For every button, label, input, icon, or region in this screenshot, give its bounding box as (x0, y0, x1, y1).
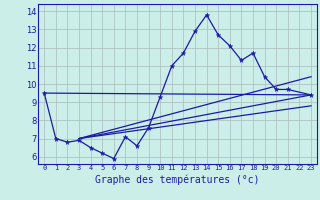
X-axis label: Graphe des températures (°c): Graphe des températures (°c) (95, 174, 260, 185)
